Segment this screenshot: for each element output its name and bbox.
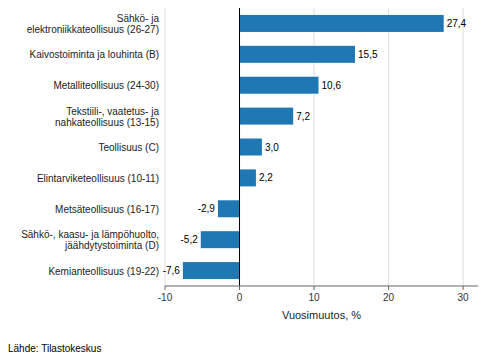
bar <box>240 108 294 125</box>
x-tick-label: 20 <box>383 292 395 303</box>
x-axis-line <box>165 286 478 287</box>
value-label: 7,2 <box>296 111 310 122</box>
bar <box>201 231 240 248</box>
grid-line <box>239 8 240 286</box>
category-label: Kaivostoiminta ja louhinta (B) <box>29 49 159 60</box>
category-label-line: Tekstiili-, vaatetus- ja <box>66 105 159 116</box>
value-label: 15,5 <box>358 49 378 60</box>
value-label: 27,4 <box>447 18 467 29</box>
bar <box>183 262 240 279</box>
value-label: 3,0 <box>265 142 279 153</box>
category-label: Elintarviketeollisuus (10-11) <box>37 172 159 183</box>
category-label-line: Teollisuus (C) <box>98 142 159 153</box>
bar <box>240 169 256 186</box>
category-label: Kemianteollisuus (19-22) <box>48 265 159 276</box>
x-tick <box>388 286 389 290</box>
category-label-line: nahkateollisuus (13-15) <box>55 116 159 127</box>
source-note: Lähde: Tilastokeskus <box>8 343 101 354</box>
x-tick-label: 30 <box>458 292 470 303</box>
bar <box>240 139 262 156</box>
x-tick <box>239 286 240 290</box>
category-label: Teollisuus (C) <box>98 142 159 153</box>
category-label: Sähkö- jaelektroniikkateollisuus (26-27) <box>27 12 160 34</box>
category-label-line: elektroniikkateollisuus (26-27) <box>27 23 159 34</box>
x-tick <box>314 286 315 290</box>
category-label: Tekstiili-, vaatetus- janahkateollisuus … <box>55 105 159 127</box>
x-tick <box>165 286 166 290</box>
category-label: Metsäteollisuus (16-17) <box>55 203 159 214</box>
value-label: -5,2 <box>181 234 199 245</box>
grid-line <box>388 8 389 286</box>
category-label-line: Sähkö-, kaasu- ja lämpöhuolto, <box>21 229 159 240</box>
value-label: 2,2 <box>259 172 273 183</box>
x-tick <box>463 286 464 290</box>
value-label: 10,6 <box>322 80 342 91</box>
x-tick-label: 0 <box>237 292 243 303</box>
category-label-line: Metsäteollisuus (16-17) <box>55 203 159 214</box>
value-label: -7,6 <box>163 265 181 276</box>
grid-line <box>463 8 464 286</box>
category-label-line: Elintarviketeollisuus (10-11) <box>37 172 159 183</box>
category-label: Metalliteollisuus (24-30) <box>53 80 159 91</box>
x-tick-label: -10 <box>158 292 173 303</box>
bar <box>218 200 240 217</box>
category-label-line: Kaivostoiminta ja louhinta (B) <box>29 49 159 60</box>
category-label-line: Kemianteollisuus (19-22) <box>48 265 159 276</box>
category-label-line: Metalliteollisuus (24-30) <box>53 80 159 91</box>
chart: -10 0 10 20 30 Kemianteollisuus (19-22) Sähkö-… <box>0 0 493 360</box>
bar <box>240 77 319 94</box>
grid <box>165 8 463 286</box>
category-label-line: Sähkö- ja <box>117 12 160 23</box>
grid-line <box>165 8 166 286</box>
bar <box>240 46 356 63</box>
value-label: -2,9 <box>198 203 216 214</box>
category-label: Sähkö-, kaasu- ja lämpöhuolto,jäähdytyst… <box>21 229 159 251</box>
x-tick-label: 10 <box>308 292 320 303</box>
category-label-line: jäähdytystoiminta (D) <box>64 240 159 251</box>
zero-line <box>239 8 240 286</box>
bars <box>183 15 444 279</box>
bar <box>240 15 444 32</box>
x-axis-label: Vuosimuutos, % <box>282 309 361 321</box>
